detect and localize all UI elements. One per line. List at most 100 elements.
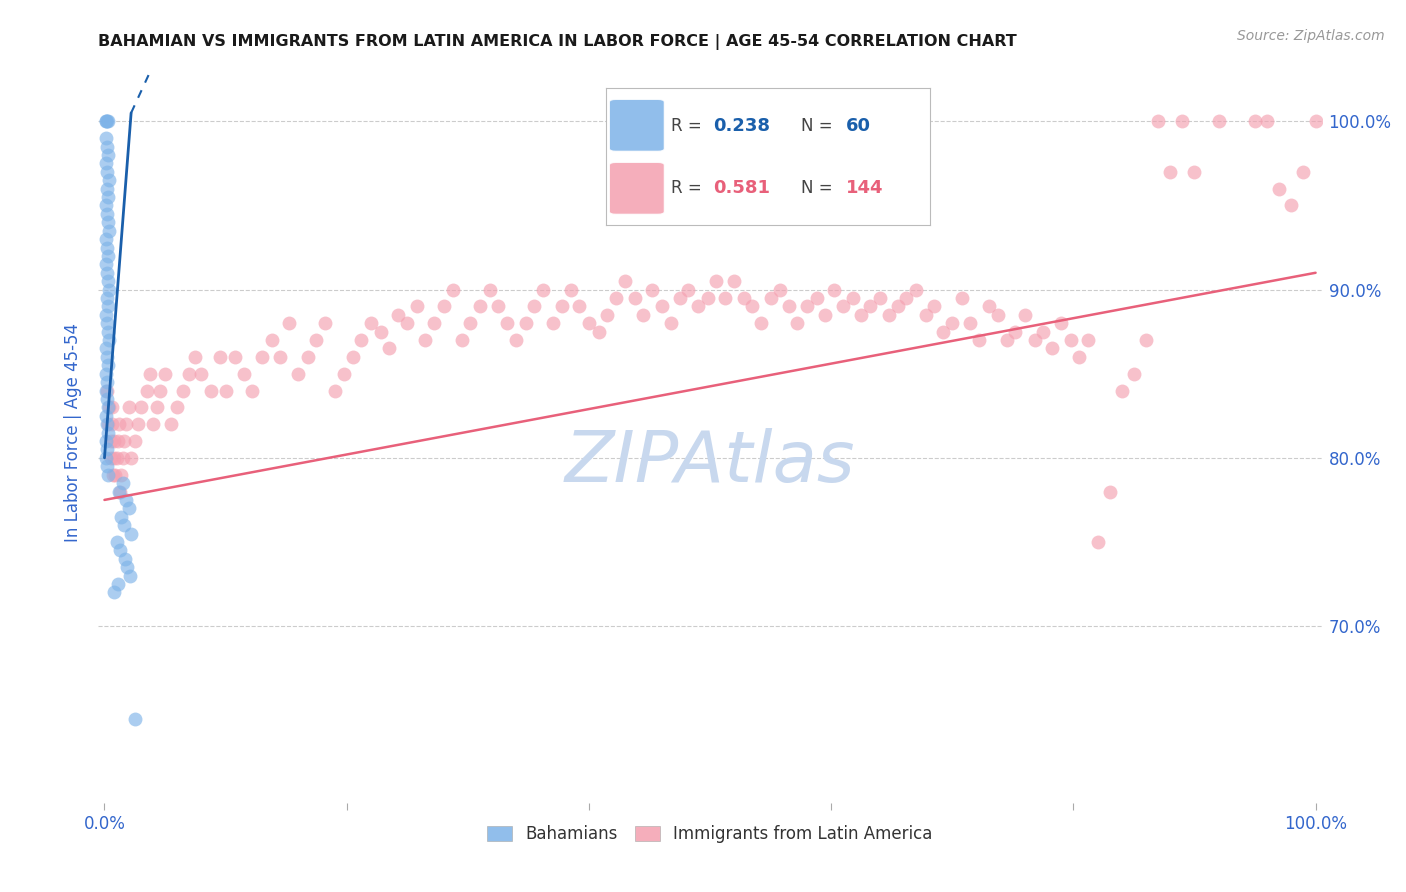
Point <box>97 190 120 204</box>
Point <box>605 291 627 305</box>
Point <box>96 459 118 474</box>
Text: BAHAMIAN VS IMMIGRANTS FROM LATIN AMERICA IN LABOR FORCE | AGE 45-54 CORRELATION: BAHAMIAN VS IMMIGRANTS FROM LATIN AMERIC… <box>98 34 1017 50</box>
Point <box>98 224 121 238</box>
Point <box>120 526 142 541</box>
Point <box>468 300 491 314</box>
Point <box>305 333 328 347</box>
Point <box>94 409 117 423</box>
Point <box>531 283 554 297</box>
Point <box>115 417 138 432</box>
Point <box>1184 165 1206 179</box>
Point <box>94 131 117 145</box>
Point <box>859 300 882 314</box>
Point <box>153 367 176 381</box>
Point <box>94 232 117 246</box>
Point <box>97 215 120 229</box>
Point <box>250 350 273 364</box>
Point <box>142 417 165 432</box>
Point <box>1147 114 1170 128</box>
Point <box>105 450 128 465</box>
Point <box>350 333 373 347</box>
Point <box>713 291 735 305</box>
Point <box>94 384 117 398</box>
Point <box>1208 114 1230 128</box>
Point <box>98 333 121 347</box>
Point <box>160 417 183 432</box>
Point <box>551 300 574 314</box>
Point <box>94 450 117 465</box>
Point <box>124 434 146 448</box>
Point <box>96 207 118 221</box>
Point <box>111 450 134 465</box>
Point <box>110 543 132 558</box>
Point <box>370 325 392 339</box>
Text: ZIPAtlas: ZIPAtlas <box>565 428 855 497</box>
Point <box>523 300 546 314</box>
Point <box>127 417 149 432</box>
Point <box>97 325 120 339</box>
Point <box>96 114 118 128</box>
Point <box>277 316 299 330</box>
Point <box>922 300 945 314</box>
Point <box>100 417 122 432</box>
Point <box>1256 114 1278 128</box>
Point <box>1077 333 1099 347</box>
Point <box>568 300 591 314</box>
Point <box>103 450 125 465</box>
Point <box>1024 333 1046 347</box>
Point <box>97 401 120 415</box>
Point <box>94 156 117 170</box>
Point <box>97 148 120 162</box>
Point <box>1122 367 1144 381</box>
Point <box>733 291 755 305</box>
Point <box>94 198 117 212</box>
Point <box>432 300 454 314</box>
Point <box>97 467 120 482</box>
Point <box>1014 308 1036 322</box>
Point <box>1279 198 1302 212</box>
Point <box>749 316 772 330</box>
Point <box>97 274 120 288</box>
Point <box>97 249 120 263</box>
Point <box>94 342 117 356</box>
Point <box>94 114 117 128</box>
Point <box>96 291 118 305</box>
Point <box>97 300 120 314</box>
Point <box>111 476 134 491</box>
Point <box>97 417 120 432</box>
Point <box>495 316 517 330</box>
Point <box>118 568 141 582</box>
Point <box>269 350 291 364</box>
Point <box>342 350 364 364</box>
Point <box>96 316 118 330</box>
Point <box>723 274 745 288</box>
Point <box>96 165 118 179</box>
Point <box>323 384 346 398</box>
Point <box>98 283 121 297</box>
Point <box>135 384 157 398</box>
Point <box>423 316 446 330</box>
Point <box>823 283 845 297</box>
Point <box>1098 484 1121 499</box>
Point <box>614 274 637 288</box>
Point <box>478 283 501 297</box>
Legend: Bahamians, Immigrants from Latin America: Bahamians, Immigrants from Latin America <box>481 819 939 850</box>
Point <box>94 257 117 271</box>
Point <box>139 367 162 381</box>
Point <box>378 342 401 356</box>
Point <box>360 316 382 330</box>
Point <box>110 467 132 482</box>
Point <box>941 316 963 330</box>
Point <box>1268 181 1291 195</box>
Point <box>103 434 125 448</box>
Point <box>100 434 122 448</box>
Point <box>96 350 118 364</box>
Point <box>387 308 409 322</box>
Point <box>96 442 118 457</box>
Point <box>842 291 865 305</box>
Point <box>541 316 564 330</box>
Point <box>624 291 647 305</box>
Point <box>1087 535 1109 549</box>
Point <box>297 350 319 364</box>
Point <box>741 300 763 314</box>
